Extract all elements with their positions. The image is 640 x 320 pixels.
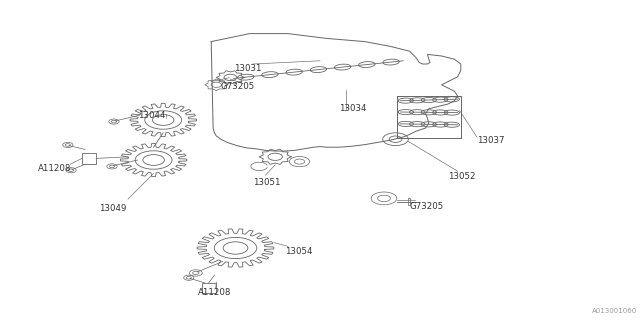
Text: G73205: G73205: [221, 82, 255, 91]
Text: 13052: 13052: [448, 172, 476, 180]
Bar: [82, 153, 96, 164]
Bar: [408, 198, 410, 205]
Text: 13034: 13034: [339, 104, 367, 113]
Text: 13037: 13037: [477, 136, 504, 145]
Text: 13051: 13051: [253, 178, 280, 187]
Text: G73205: G73205: [410, 202, 444, 211]
Bar: [202, 283, 216, 293]
Text: 13049: 13049: [99, 204, 127, 212]
Text: A013001060: A013001060: [591, 308, 637, 314]
Text: A11208: A11208: [38, 164, 72, 172]
Text: A11208: A11208: [198, 288, 232, 297]
Text: 13054: 13054: [285, 247, 312, 256]
Text: 13044: 13044: [138, 111, 165, 120]
Text: 13031: 13031: [234, 64, 261, 73]
